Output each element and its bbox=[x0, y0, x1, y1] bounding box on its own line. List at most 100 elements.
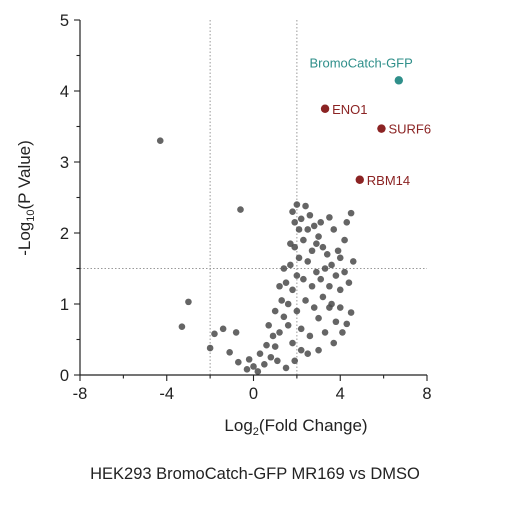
data-point bbox=[237, 206, 244, 213]
x-tick-label: -4 bbox=[159, 385, 174, 403]
x-tick-label: -8 bbox=[73, 385, 88, 403]
data-points bbox=[156, 137, 357, 375]
data-point bbox=[276, 282, 283, 290]
data-point bbox=[315, 233, 322, 240]
data-point bbox=[304, 226, 312, 233]
data-point bbox=[343, 320, 351, 328]
y-tick-label: 2 bbox=[60, 225, 69, 243]
data-point bbox=[302, 297, 309, 304]
highlight-point-bromocatch-gfp bbox=[394, 76, 404, 85]
data-point bbox=[308, 282, 316, 290]
data-point bbox=[302, 202, 309, 210]
highlight-label-surf6: SURF6 bbox=[388, 122, 431, 137]
data-point bbox=[280, 265, 288, 272]
data-point bbox=[349, 258, 357, 265]
x-axis-label-post: (Fold Change) bbox=[259, 416, 368, 435]
data-point bbox=[206, 344, 214, 352]
data-point bbox=[278, 297, 285, 304]
data-point bbox=[293, 272, 301, 279]
highlight-point-surf6 bbox=[377, 124, 386, 133]
data-point bbox=[297, 215, 305, 223]
data-point bbox=[334, 247, 342, 255]
data-point bbox=[263, 341, 270, 349]
data-point bbox=[289, 339, 296, 347]
data-point bbox=[347, 309, 355, 316]
data-point bbox=[319, 243, 327, 251]
data-point bbox=[310, 222, 318, 230]
data-point bbox=[300, 236, 307, 244]
data-point bbox=[317, 219, 325, 226]
data-point bbox=[269, 332, 277, 340]
data-point bbox=[291, 219, 299, 226]
data-point bbox=[232, 329, 240, 336]
data-point bbox=[336, 304, 344, 311]
data-point bbox=[156, 137, 164, 144]
data-point bbox=[308, 247, 316, 255]
data-point bbox=[304, 350, 312, 358]
data-point bbox=[287, 261, 294, 269]
x-axis-label: Log2(Fold Change) bbox=[224, 416, 367, 438]
data-point bbox=[226, 348, 233, 356]
highlight-label-bromocatch-gfp: BromoCatch-GFP bbox=[309, 55, 412, 70]
data-point bbox=[282, 279, 290, 287]
data-point bbox=[243, 366, 251, 373]
y-tick-label: 5 bbox=[60, 12, 69, 30]
data-point bbox=[341, 268, 348, 276]
data-point bbox=[321, 265, 329, 272]
data-point bbox=[284, 300, 292, 308]
data-point bbox=[336, 254, 344, 262]
data-point bbox=[341, 236, 348, 244]
data-point bbox=[274, 357, 281, 365]
data-point bbox=[326, 282, 333, 290]
data-point bbox=[271, 307, 279, 315]
data-point bbox=[347, 209, 355, 217]
data-point bbox=[291, 357, 299, 365]
highlight-point-eno1 bbox=[320, 104, 330, 113]
axes: -8 -4 0 4 8 0 1 2 3 4 5 bbox=[60, 12, 432, 403]
data-point bbox=[289, 208, 296, 215]
y-tick-label: 3 bbox=[60, 154, 69, 172]
data-point bbox=[336, 286, 344, 294]
data-point bbox=[245, 356, 253, 363]
x-axis-label-sub: 2 bbox=[253, 426, 259, 438]
data-point bbox=[289, 286, 296, 294]
data-point bbox=[295, 254, 303, 262]
data-point bbox=[306, 211, 314, 219]
data-point bbox=[315, 314, 322, 322]
data-point bbox=[235, 358, 242, 366]
data-point bbox=[319, 293, 327, 301]
data-point bbox=[297, 325, 305, 333]
threshold-lines bbox=[80, 20, 427, 375]
data-point bbox=[271, 343, 279, 350]
y-axis-label-sub: 10 bbox=[25, 210, 37, 222]
data-point bbox=[261, 361, 268, 368]
data-point bbox=[295, 226, 303, 233]
data-point bbox=[306, 332, 314, 340]
y-axis-label-post: (P Value) bbox=[15, 140, 34, 209]
y-tick-label: 0 bbox=[60, 367, 69, 385]
y-axis-label-pre: -Log bbox=[15, 222, 34, 256]
data-point bbox=[304, 258, 312, 265]
highlight-point-rbm14 bbox=[355, 175, 364, 184]
highlight-label-rbm14: RBM14 bbox=[367, 173, 410, 188]
data-point bbox=[339, 329, 346, 336]
highlighted-points: BromoCatch-GFP ENO1 SURF6 RBM14 bbox=[309, 55, 431, 187]
data-point bbox=[219, 325, 227, 333]
data-point bbox=[323, 251, 331, 258]
x-tick-label: 4 bbox=[336, 385, 345, 403]
highlight-label-eno1: ENO1 bbox=[332, 102, 367, 117]
data-point bbox=[293, 307, 301, 315]
y-tick-label: 1 bbox=[60, 296, 69, 314]
data-point bbox=[345, 279, 353, 287]
data-point bbox=[332, 272, 340, 279]
data-point bbox=[250, 363, 257, 370]
data-point bbox=[287, 240, 294, 247]
data-point bbox=[326, 214, 333, 221]
data-point bbox=[265, 322, 272, 329]
data-point bbox=[313, 240, 320, 247]
figure-caption: HEK293 BromoCatch-GFP MR169 vs DMSO bbox=[90, 465, 420, 483]
data-point bbox=[185, 298, 192, 306]
y-tick-label: 4 bbox=[60, 83, 69, 101]
data-point bbox=[321, 329, 329, 336]
